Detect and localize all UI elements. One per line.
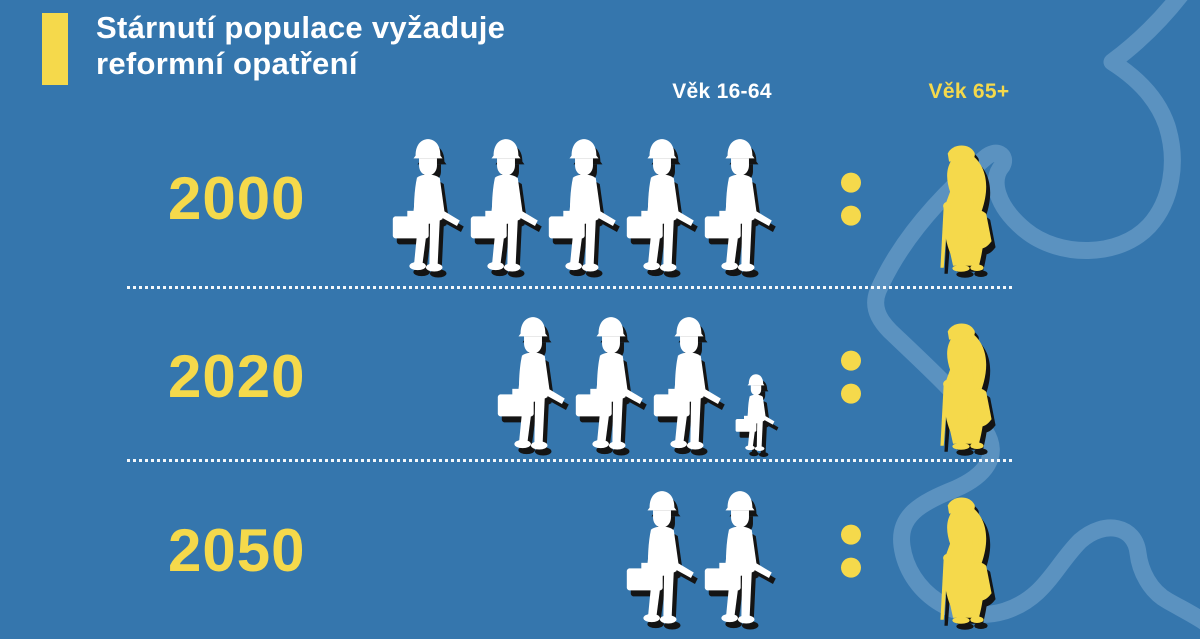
worker-figure-icon: [495, 315, 571, 453]
column-label-workers: Věk 16-64: [672, 80, 772, 103]
year-label: 2000: [168, 164, 306, 232]
worker-figures-group: [495, 315, 778, 453]
colon-dot-top: [841, 524, 861, 545]
colon-dot-top: [841, 350, 861, 371]
elderly-figures-group: [922, 141, 1004, 282]
colon-dot-bottom: [841, 557, 861, 578]
elderly-figure-icon: [922, 493, 1004, 629]
elderly-figures-group: [922, 319, 1004, 460]
row-separator-dotted: [127, 286, 1012, 289]
title-accent-bar: [42, 13, 68, 85]
colon-dot-top: [841, 172, 861, 193]
colon-dots-icon: [841, 350, 861, 404]
page-title-line1: Stárnutí populace vyžaduje: [96, 10, 506, 45]
worker-figure-icon: [624, 137, 700, 275]
column-label-elderly: Věk 65+: [928, 80, 1010, 103]
elderly-figure-icon: [922, 319, 1004, 455]
worker-figures-group: [390, 137, 778, 275]
year-label: 2020: [168, 342, 306, 410]
page-title-line2: reformní opatření: [96, 46, 358, 81]
worker-figure-icon: [390, 137, 466, 275]
small-worker-figure-icon: [734, 373, 778, 453]
worker-figure-icon: [573, 315, 649, 453]
colon-dots-icon: [841, 172, 861, 226]
worker-figure-icon: [624, 489, 700, 627]
worker-figure-icon: [546, 137, 622, 275]
worker-figure-icon: [651, 315, 727, 453]
colon-dots-icon: [841, 524, 861, 578]
year-label: 2050: [168, 516, 306, 584]
worker-figure-icon: [702, 137, 778, 275]
page-title: Stárnutí populace vyžaduje reformní opatř…: [96, 10, 505, 82]
elderly-figures-group: [922, 493, 1004, 634]
worker-figure-icon: [702, 489, 778, 627]
colon-dot-bottom: [841, 383, 861, 404]
ratio-row: 2020: [0, 286, 1200, 464]
worker-figures-group: [624, 489, 778, 627]
ratio-row: 2000: [0, 108, 1200, 286]
ratio-row: 2050: [0, 460, 1200, 638]
colon-dot-bottom: [841, 205, 861, 226]
elderly-figure-icon: [922, 141, 1004, 277]
row-separator-dotted: [127, 459, 1012, 462]
worker-figure-icon: [468, 137, 544, 275]
